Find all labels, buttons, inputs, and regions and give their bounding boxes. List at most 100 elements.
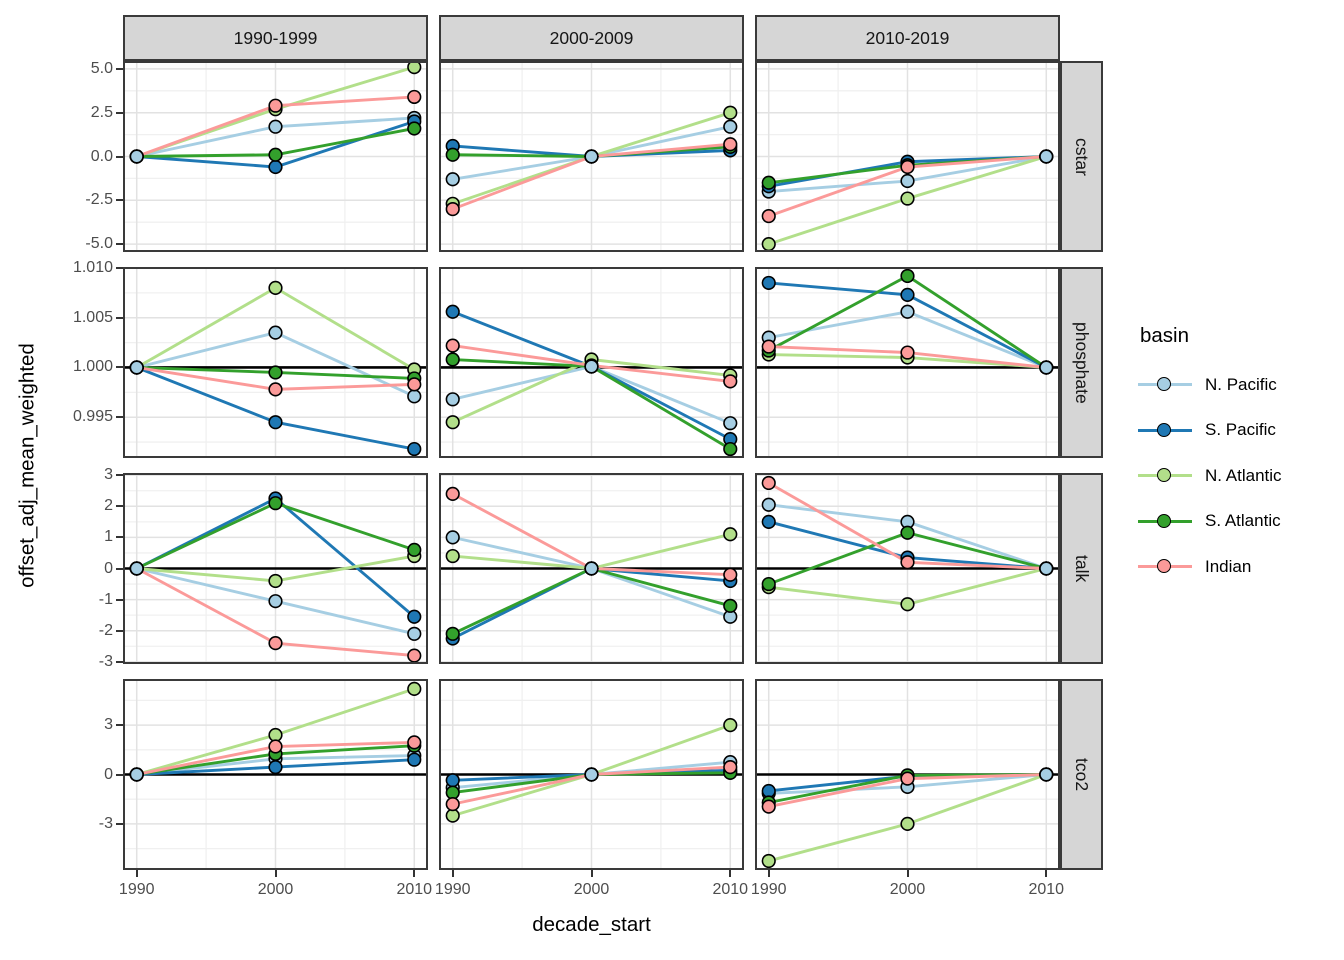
y-tick-mark <box>116 111 123 114</box>
facet-panel-cstar-2010-2019 <box>755 61 1060 252</box>
y-tick-mark <box>116 773 123 776</box>
facet-column-label: 2000-2009 <box>549 27 634 48</box>
y-tick-label: 0 <box>104 559 113 577</box>
x-tick-label: 2000 <box>573 881 610 898</box>
facet-panel-phosphate-2010-2019 <box>755 267 1060 458</box>
converged-point-top <box>1039 767 1054 782</box>
y-tick-label: 3 <box>104 466 113 484</box>
y-tick-mark <box>116 316 123 319</box>
line-point-key-icon <box>1138 372 1192 398</box>
y-tick-label: 1.005 <box>72 308 113 326</box>
line-point-key-icon <box>1138 463 1192 489</box>
x-tick-mark <box>135 870 138 877</box>
converged-point-top <box>1039 360 1054 375</box>
panel-canvas-cstar-2010-2019 <box>755 61 1060 252</box>
converged-point-top <box>1039 561 1054 576</box>
facet-row-label: talk <box>1072 554 1092 583</box>
line-point-key-icon <box>1138 417 1192 443</box>
panel-border <box>755 679 1060 870</box>
y-tick-label: -2 <box>98 621 113 639</box>
panel-canvas-talk-2000-2009 <box>439 473 744 664</box>
x-axis-title: decade_start <box>532 913 651 936</box>
legend-entry-label: S. Pacific <box>1205 420 1276 440</box>
facet-panel-tco2-2010-2019 <box>755 679 1060 870</box>
converged-point-top <box>1039 149 1054 164</box>
facet-row-label: phosphate <box>1072 321 1092 404</box>
y-tick-mark <box>116 505 123 508</box>
panel-canvas-tco2-1990-1999 <box>123 679 428 870</box>
facet-panel-talk-1990-1999 <box>123 473 428 664</box>
x-tick-mark <box>451 870 454 877</box>
x-tick-label: 2010 <box>1028 881 1065 898</box>
y-tick-mark <box>116 155 123 158</box>
legend: basin N. Pacific S. Pacific N. Atlantic … <box>1138 324 1343 590</box>
line-point-key-icon <box>1138 554 1192 580</box>
facet-column-strip-2010-2019: 2010-2019 <box>755 15 1060 61</box>
x-tick-label: 1990 <box>750 881 787 898</box>
facet-panel-talk-2000-2009 <box>439 473 744 664</box>
panel-border <box>755 473 1060 664</box>
x-tick-label: 1990 <box>434 881 471 898</box>
converged-point-top <box>129 149 144 164</box>
series-points-s-pacific <box>129 360 422 457</box>
panel-canvas-cstar-2000-2009 <box>439 61 744 252</box>
legend-entry-n-atlantic: N. Atlantic <box>1138 453 1343 499</box>
x-tick-label: 2010 <box>396 881 433 898</box>
y-tick-mark <box>116 243 123 246</box>
y-tick-mark <box>116 67 123 70</box>
x-tick-mark <box>413 870 416 877</box>
facet-column-label: 2010-2019 <box>865 27 950 48</box>
y-tick-mark <box>116 266 123 269</box>
panel-canvas-tco2-2010-2019 <box>755 679 1060 870</box>
y-axis-title: offset_adj_mean_weighted <box>15 343 39 588</box>
panel-border <box>755 61 1060 252</box>
panel-border <box>123 473 428 664</box>
legend-entry-label: N. Atlantic <box>1205 465 1282 485</box>
y-tick-mark <box>116 536 123 539</box>
panel-border <box>123 267 428 458</box>
x-tick-mark <box>906 870 909 877</box>
y-tick-mark <box>116 822 123 825</box>
y-tick-mark <box>116 629 123 632</box>
facet-row-strip-phosphate: phosphate <box>1060 267 1103 458</box>
grid <box>123 679 428 870</box>
legend-entry-n-pacific: N. Pacific <box>1138 362 1343 408</box>
converged-point-top <box>584 149 599 164</box>
facet-row-strip-cstar: cstar <box>1060 61 1103 252</box>
grid <box>439 473 744 664</box>
facet-row-label: tco2 <box>1072 757 1092 792</box>
panel-canvas-phosphate-1990-1999 <box>123 267 428 458</box>
y-tick-label: 1.010 <box>72 258 113 276</box>
x-tick-mark <box>1045 870 1048 877</box>
x-tick-mark <box>767 870 770 877</box>
legend-title: basin <box>1140 324 1190 347</box>
y-tick-mark <box>116 416 123 419</box>
y-tick-label: 0.995 <box>72 408 113 426</box>
y-tick-label: 5.0 <box>90 59 113 77</box>
facet-panel-cstar-1990-1999 <box>123 61 428 252</box>
legend-entry-s-atlantic: S. Atlantic <box>1138 499 1343 545</box>
y-tick-mark <box>116 567 123 570</box>
panel-canvas-talk-2010-2019 <box>755 473 1060 664</box>
y-tick-mark <box>116 366 123 369</box>
panel-border <box>439 61 744 252</box>
x-tick-label: 2000 <box>257 881 294 898</box>
facet-panel-talk-2010-2019 <box>755 473 1060 664</box>
y-tick-label: 2.5 <box>90 103 113 121</box>
x-tick-label: 2010 <box>712 881 749 898</box>
converged-point-top <box>584 561 599 576</box>
y-tick-label: -3 <box>98 814 113 832</box>
panel-border <box>439 473 744 664</box>
converged-point-top <box>584 767 599 782</box>
y-tick-label: -2.5 <box>85 191 113 209</box>
legend-entry-s-pacific: S. Pacific <box>1138 408 1343 454</box>
x-tick-label: 1990 <box>118 881 155 898</box>
panel-canvas-phosphate-2010-2019 <box>755 267 1060 458</box>
legend-entry-label: N. Pacific <box>1205 374 1277 394</box>
legend-entry-label: Indian <box>1205 556 1252 576</box>
panel-border <box>123 61 428 252</box>
x-tick-mark <box>729 870 732 877</box>
converged-point-top <box>129 360 144 375</box>
y-tick-label: 2 <box>104 497 113 515</box>
